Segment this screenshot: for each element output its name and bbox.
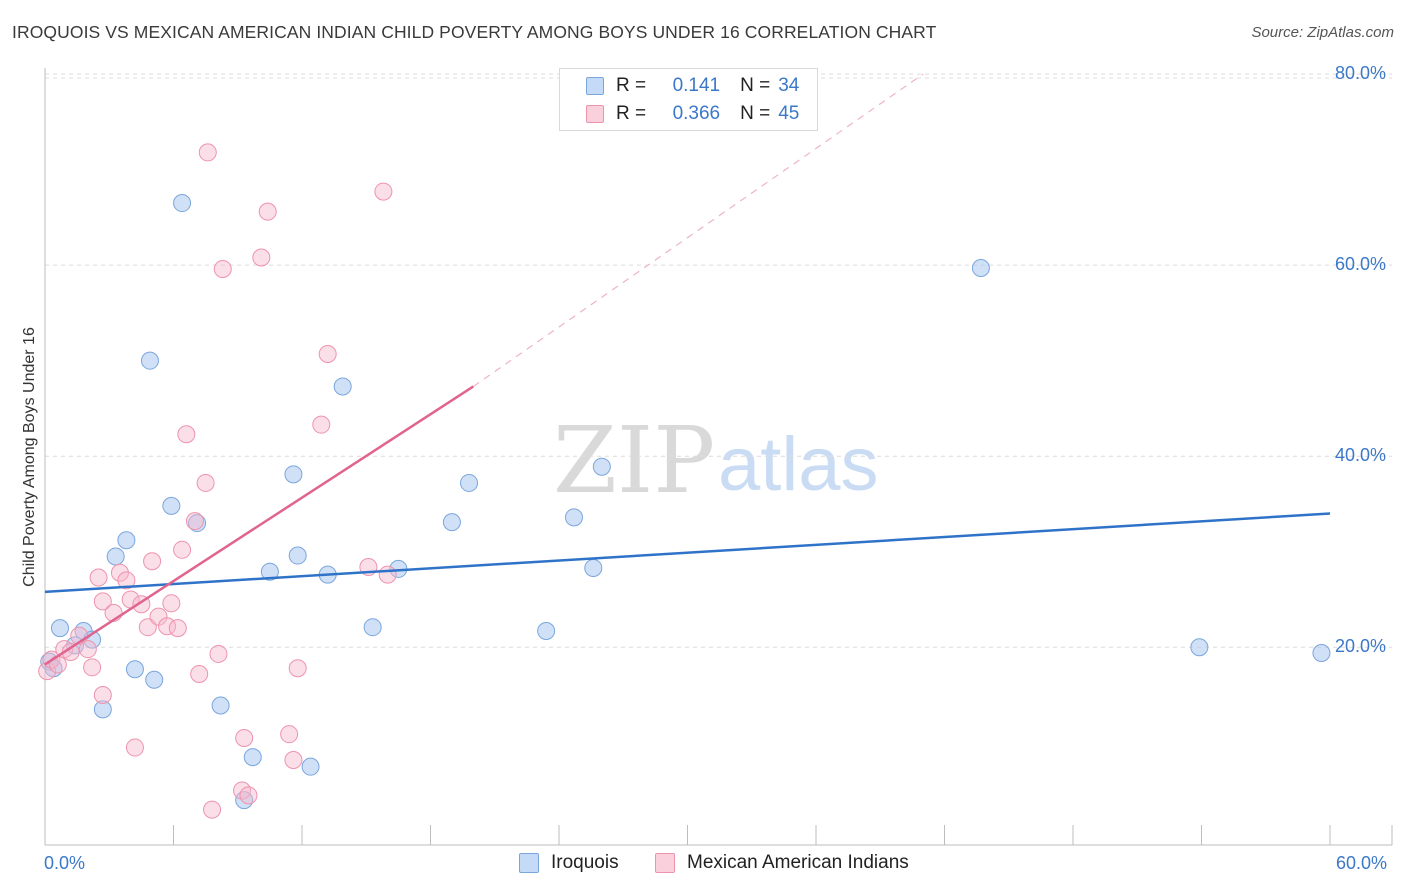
legend-swatch-pink xyxy=(586,105,604,123)
mexican-american-indians-point xyxy=(258,202,277,221)
legend-r-value: 0.366 xyxy=(672,103,721,124)
iroquois-point xyxy=(243,748,262,767)
mexican-american-indians-point xyxy=(190,665,209,684)
mexican-american-indians-point xyxy=(318,344,337,363)
series-swatch-blue xyxy=(519,853,539,873)
iroquois-point xyxy=(1312,643,1331,662)
mexican-american-indians-point xyxy=(209,644,228,663)
iroquois-point xyxy=(145,670,164,689)
mexican-american-indians-point xyxy=(374,182,393,201)
x-tick-label: 0.0% xyxy=(44,853,86,873)
y-tick-label: 80.0% xyxy=(1335,63,1387,84)
mexican-american-indians-point xyxy=(110,563,129,582)
mexican-american-indians-point xyxy=(233,781,252,800)
legend-n-value: 34 xyxy=(778,75,800,96)
iroquois-point xyxy=(106,547,125,566)
mexican-american-indians-point xyxy=(93,686,112,705)
iroquois-point xyxy=(363,618,382,637)
legend-n-label: N = xyxy=(740,75,771,96)
legend-n-label: N = xyxy=(740,103,771,124)
mexican-american-indians-point xyxy=(284,750,303,769)
iroquois-point xyxy=(211,696,230,715)
y-tick-label: 60.0% xyxy=(1335,254,1387,275)
mexican-american-indians-point xyxy=(235,729,254,748)
iroquois-point xyxy=(442,513,461,532)
mexican-american-indians-point xyxy=(173,540,192,559)
mexican-american-indians-point xyxy=(213,259,232,278)
iroquois-point xyxy=(971,258,990,277)
iroquois-point xyxy=(162,496,181,515)
series-label-mexican-american-indians: Mexican American Indians xyxy=(687,852,909,873)
series-label-iroquois: Iroquois xyxy=(551,852,619,873)
stats-legend: R = 0.141 N = 34 R = 0.366 N = 45 xyxy=(559,68,818,131)
y-tick-label: 20.0% xyxy=(1335,636,1387,657)
legend-r-label: R = xyxy=(616,75,647,96)
mexican-american-indians-trend-extension xyxy=(472,73,924,387)
iroquois-point xyxy=(288,546,307,565)
mexican-american-indians-point xyxy=(378,565,397,584)
mexican-american-indians-point xyxy=(89,568,108,587)
mexican-american-indians-trend-line xyxy=(44,385,475,666)
watermark-zip: ZIP xyxy=(553,407,715,514)
legend-swatch-blue xyxy=(586,77,604,95)
mexican-american-indians-point xyxy=(203,800,222,819)
series-swatch-pink xyxy=(655,853,675,873)
iroquois-point xyxy=(173,194,192,213)
iroquois-point xyxy=(125,660,144,679)
iroquois-trend-line xyxy=(44,512,1331,594)
iroquois-point xyxy=(1190,638,1209,657)
iroquois-point xyxy=(140,351,159,370)
iroquois-point xyxy=(93,700,112,719)
mexican-american-indians-point xyxy=(117,571,136,590)
mexican-american-indians-point xyxy=(83,658,102,677)
mexican-american-indians-point xyxy=(177,425,196,444)
mexican-american-indians-point xyxy=(162,594,181,613)
legend-r-label: R = xyxy=(616,103,647,124)
mexican-american-indians-point xyxy=(196,473,215,492)
iroquois-point xyxy=(592,457,611,476)
chart-title: IROQUOIS VS MEXICAN AMERICAN INDIAN CHIL… xyxy=(12,22,937,42)
mexican-american-indians-point xyxy=(93,592,112,611)
y-tick-label: 40.0% xyxy=(1335,445,1387,466)
series-legend-mexican-american-indians: Mexican American Indians xyxy=(655,852,909,874)
mexican-american-indians-point xyxy=(78,640,97,659)
iroquois-point xyxy=(333,377,352,396)
mexican-american-indians-point xyxy=(125,738,144,757)
watermark-atlas: atlas xyxy=(718,422,879,507)
iroquois-point xyxy=(564,508,583,527)
legend-n-value: 45 xyxy=(778,103,800,124)
legend-row-iroquois: R = 0.141 N = 34 xyxy=(586,74,799,98)
mexican-american-indians-point xyxy=(252,248,271,267)
mexican-american-indians-point xyxy=(198,143,217,162)
iroquois-point xyxy=(50,619,69,638)
mexican-american-indians-point xyxy=(185,512,204,531)
iroquois-point xyxy=(584,558,603,577)
mexican-american-indians-point xyxy=(143,552,162,571)
mexican-american-indians-point xyxy=(280,725,299,744)
series-legend-iroquois: Iroquois xyxy=(519,852,619,874)
mexican-american-indians-point xyxy=(239,786,258,805)
iroquois-point xyxy=(260,562,279,581)
mexican-american-indians-point xyxy=(312,415,331,434)
series-legend: Iroquois Mexican American Indians xyxy=(0,852,1406,878)
source-credit: Source: ZipAtlas.com xyxy=(1251,24,1394,41)
mexican-american-indians-point xyxy=(288,659,307,678)
legend-row-mexican-american-indians: R = 0.366 N = 45 xyxy=(586,102,799,126)
legend-r-value: 0.141 xyxy=(672,75,721,96)
iroquois-point xyxy=(460,473,479,492)
iroquois-point xyxy=(117,531,136,550)
iroquois-point xyxy=(301,757,320,776)
iroquois-point xyxy=(284,465,303,484)
x-tick-label: 60.0% xyxy=(1336,853,1388,873)
mexican-american-indians-point xyxy=(168,619,187,638)
iroquois-point xyxy=(537,622,556,641)
